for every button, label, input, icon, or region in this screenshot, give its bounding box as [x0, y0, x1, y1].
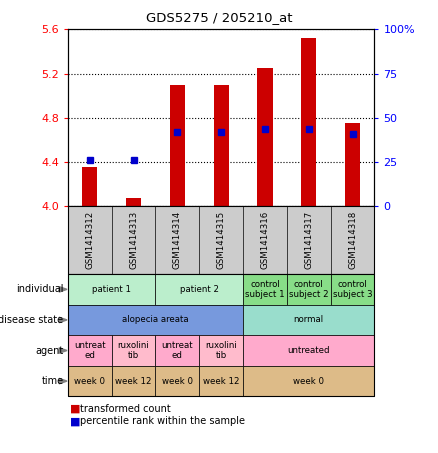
Text: GSM1414313: GSM1414313 [129, 211, 138, 269]
Text: week 12: week 12 [115, 376, 152, 386]
Text: ruxolini
tib: ruxolini tib [118, 341, 149, 360]
Text: patient 2: patient 2 [180, 285, 219, 294]
Bar [170, 85, 185, 206]
Text: normal: normal [294, 315, 324, 324]
Text: time: time [41, 376, 64, 386]
Bar [301, 39, 316, 206]
Text: patient 1: patient 1 [92, 285, 131, 294]
Text: GSM1414318: GSM1414318 [348, 211, 357, 269]
Text: ■: ■ [70, 416, 81, 426]
Text: ruxolini
tib: ruxolini tib [205, 341, 237, 360]
Text: week 0: week 0 [293, 376, 324, 386]
Bar [345, 123, 360, 206]
Text: disease state: disease state [0, 315, 64, 325]
Text: untreat
ed: untreat ed [162, 341, 193, 360]
Text: GSM1414312: GSM1414312 [85, 211, 94, 269]
Text: week 0: week 0 [162, 376, 193, 386]
Text: week 12: week 12 [203, 376, 240, 386]
Text: transformed count: transformed count [80, 404, 170, 414]
Text: ■: ■ [70, 404, 81, 414]
Text: GSM1414315: GSM1414315 [217, 211, 226, 269]
Text: untreated: untreated [287, 346, 330, 355]
Text: GDS5275 / 205210_at: GDS5275 / 205210_at [146, 11, 292, 24]
Text: agent: agent [35, 346, 64, 356]
Bar [82, 168, 97, 206]
Bar [126, 198, 141, 206]
Text: untreat
ed: untreat ed [74, 341, 106, 360]
Text: week 0: week 0 [74, 376, 105, 386]
Text: control
subject 3: control subject 3 [333, 280, 372, 299]
Text: individual: individual [16, 284, 64, 294]
Text: control
subject 2: control subject 2 [289, 280, 328, 299]
Bar [258, 68, 272, 206]
Text: percentile rank within the sample: percentile rank within the sample [80, 416, 245, 426]
Bar [214, 85, 229, 206]
Text: alopecia areata: alopecia areata [122, 315, 189, 324]
Text: GSM1414316: GSM1414316 [261, 211, 269, 269]
Text: GSM1414314: GSM1414314 [173, 211, 182, 269]
Text: control
subject 1: control subject 1 [245, 280, 285, 299]
Text: GSM1414317: GSM1414317 [304, 211, 313, 269]
